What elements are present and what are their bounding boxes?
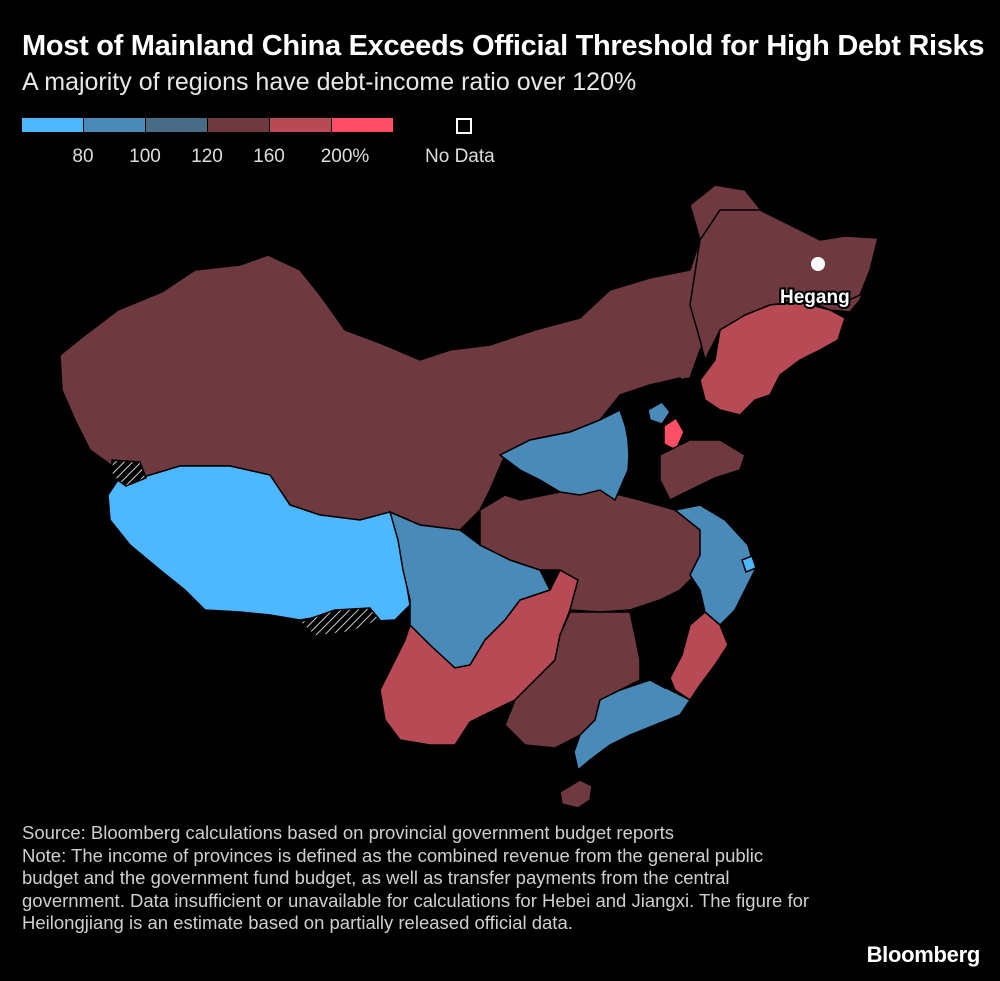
- region-hainan: [559, 779, 593, 809]
- region-tianjin: [663, 416, 685, 452]
- color-legend: 80 100 120 160 200% No Data: [22, 118, 542, 178]
- legend-swatch-6: [332, 118, 393, 132]
- legend-tick-120: 120: [191, 146, 223, 167]
- legend-swatch-1: [22, 118, 83, 132]
- chart-subtitle: A majority of regions have debt-income r…: [22, 68, 637, 96]
- nodata-label: No Data: [425, 146, 495, 167]
- legend-swatch-2: [84, 118, 145, 132]
- region-shanghai: [741, 555, 757, 573]
- hegang-label: Hegang: [780, 287, 850, 308]
- legend-swatch-4: [208, 118, 269, 132]
- region-tibet: [107, 465, 411, 623]
- legend-tick-100: 100: [129, 146, 161, 167]
- legend-swatch-5: [270, 118, 331, 132]
- source-notes: Source: Bloomberg calculations based on …: [22, 822, 822, 935]
- region-shaanxi-shanxi: [498, 408, 631, 502]
- region-beijing: [647, 401, 671, 425]
- legend-tick-80: 80: [72, 146, 94, 167]
- region-guangdong: [573, 679, 692, 772]
- region-liaoning-jilin: [699, 301, 846, 416]
- region-fujian: [669, 611, 729, 702]
- hatched-area-west: [111, 459, 147, 487]
- legend-tick-200: 200%: [320, 146, 370, 167]
- bloomberg-logo: Bloomberg: [866, 942, 981, 967]
- nodata-swatch: [456, 118, 472, 134]
- legend-swatch-3: [146, 118, 207, 132]
- region-northeast: [689, 209, 879, 363]
- hatched-area-south: [298, 607, 382, 637]
- hegang-marker: [811, 257, 825, 271]
- legend-tick-160: 160: [253, 146, 285, 167]
- region-central: [479, 489, 709, 613]
- chart-title: Most of Mainland China Exceeds Official …: [22, 30, 985, 62]
- note-text: Note: The income of provinces is defined…: [22, 844, 810, 934]
- source-line: Source: Bloomberg calculations based on …: [22, 822, 674, 843]
- region-east-coast: [673, 504, 756, 627]
- region-shandong: [659, 439, 746, 502]
